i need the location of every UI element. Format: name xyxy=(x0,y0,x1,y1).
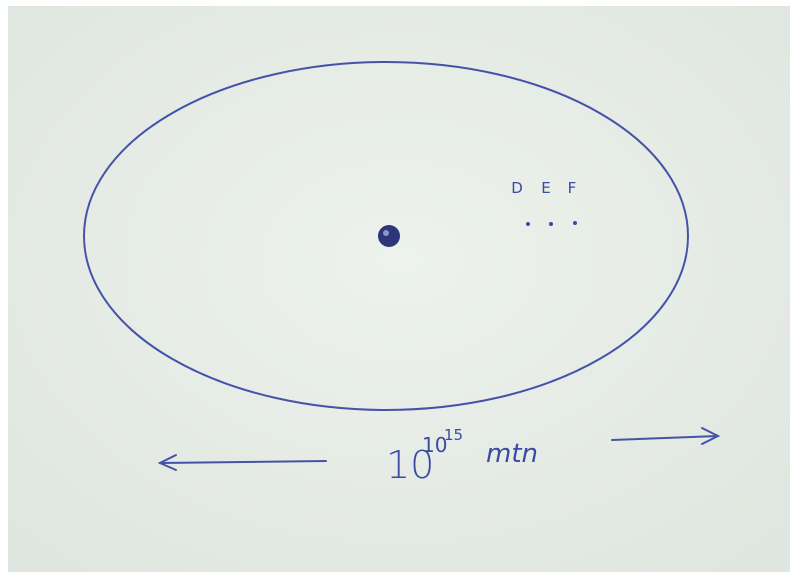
point xyxy=(526,222,530,226)
point xyxy=(549,222,553,226)
point xyxy=(573,221,577,225)
page: D E F 10 10 15 mtn (() => { const data =… xyxy=(0,0,796,578)
point-label: E xyxy=(541,179,550,197)
photo: D E F 10 10 15 mtn xyxy=(0,0,796,578)
point-label: D xyxy=(511,179,523,197)
dot-highlight xyxy=(383,230,389,236)
point-label: F xyxy=(568,179,577,197)
center-dot xyxy=(378,225,400,247)
scale-exponent-exponent: 15 xyxy=(444,426,463,444)
scale-unit: mtn xyxy=(486,439,538,469)
